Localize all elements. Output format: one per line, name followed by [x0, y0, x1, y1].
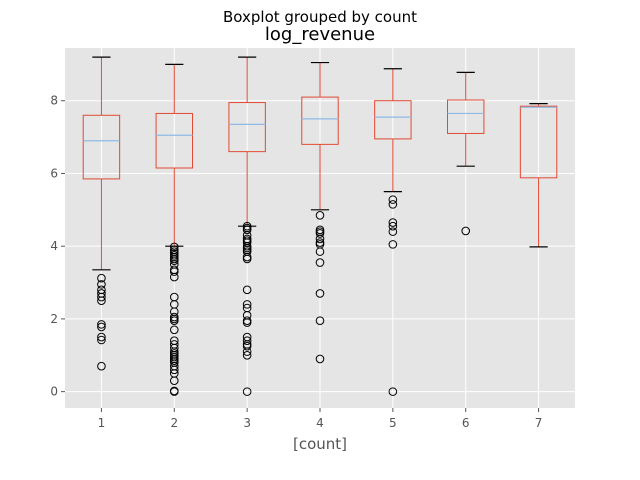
- chart-suptitle: Boxplot grouped by count: [223, 8, 417, 26]
- outlier-point: [97, 273, 106, 283]
- outlier-point: [242, 318, 252, 327]
- chart-title: log_revenue: [265, 24, 375, 45]
- outlier-point: [388, 218, 398, 227]
- box-group-5: [374, 68, 412, 396]
- outlier-point: [242, 336, 252, 346]
- outlier-point: [97, 361, 106, 371]
- outlier-point: [242, 341, 252, 351]
- outlier-point: [388, 200, 398, 209]
- x-tick-label: 1: [98, 416, 106, 430]
- outlier-point: [388, 221, 398, 231]
- y-tick-label: 6: [50, 166, 58, 180]
- outlier-point: [169, 272, 179, 282]
- outlier-point: [97, 320, 106, 329]
- box-group-3: [228, 56, 266, 396]
- outlier-point: [169, 325, 179, 335]
- x-tick-label: 2: [170, 416, 178, 430]
- outlier-point: [388, 227, 398, 236]
- box-iqr: [447, 99, 485, 134]
- box-iqr: [82, 114, 121, 180]
- y-tick-label: 4: [50, 239, 58, 253]
- outlier-point: [97, 322, 106, 332]
- outlier-point: [388, 240, 398, 249]
- outlier-point: [169, 316, 179, 326]
- y-tick-label: 8: [50, 94, 58, 108]
- box-iqr: [301, 96, 339, 145]
- outlier-point: [315, 316, 325, 326]
- outlier-point: [242, 285, 252, 295]
- box-iqr: [519, 105, 558, 179]
- boxes-group: [82, 56, 558, 396]
- y-tick-label: 0: [50, 385, 58, 399]
- box-iqr: [228, 102, 266, 153]
- y-tick-label: 2: [50, 312, 58, 326]
- x-axis-ticks: 1 2 3 4 5 6 7: [98, 408, 543, 430]
- x-tick-label: 4: [316, 416, 324, 430]
- outlier-point: [242, 225, 252, 235]
- outlier-point: [169, 256, 179, 266]
- x-tick-label: 6: [462, 416, 470, 430]
- outlier-point: [242, 254, 252, 264]
- outlier-point: [315, 234, 325, 244]
- outlier-point: [315, 229, 325, 238]
- outlier-point: [169, 365, 179, 375]
- outlier-point: [97, 296, 106, 306]
- outlier-point: [388, 195, 398, 204]
- x-tick-label: 7: [535, 416, 543, 430]
- outlier-point: [97, 335, 106, 345]
- outlier-point: [169, 376, 179, 386]
- outlier-point: [315, 210, 325, 220]
- box-group-4: [301, 61, 339, 364]
- outlier-point: [97, 280, 106, 289]
- box-group-1: [82, 56, 121, 371]
- outlier-point: [242, 300, 252, 309]
- box-iqr: [155, 112, 193, 169]
- x-tick-label: 3: [243, 416, 251, 430]
- x-tick-label: 5: [389, 416, 397, 430]
- outlier-point: [242, 350, 252, 360]
- box-group-6: [447, 71, 485, 236]
- outlier-point: [315, 289, 325, 298]
- outlier-point: [97, 332, 106, 342]
- outlier-point: [315, 247, 325, 256]
- box-iqr: [374, 100, 412, 140]
- x-axis-label: [count]: [293, 435, 347, 453]
- y-axis-ticks: 0 2 4 6 8: [50, 94, 65, 399]
- outlier-point: [388, 387, 398, 396]
- outlier-point: [315, 354, 325, 364]
- box-group-2: [155, 63, 193, 396]
- outlier-point: [461, 226, 471, 236]
- outlier-point: [242, 387, 252, 396]
- outlier-point: [169, 387, 179, 396]
- outlier-point: [169, 242, 179, 252]
- box-group-7: [519, 103, 558, 248]
- outlier-point: [97, 292, 106, 302]
- outlier-point: [242, 347, 252, 356]
- outlier-point: [169, 267, 179, 276]
- outlier-point: [315, 258, 325, 267]
